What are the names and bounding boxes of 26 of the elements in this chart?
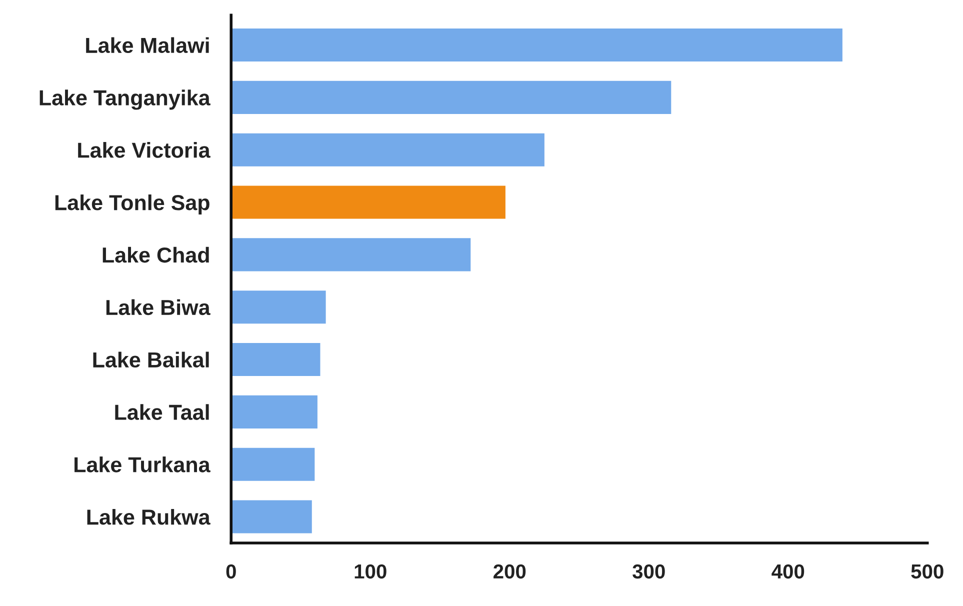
bar <box>231 395 318 428</box>
bar <box>231 28 842 62</box>
x-tick-label: 400 <box>772 564 804 579</box>
y-tick-label: Lake Biwa <box>106 299 210 316</box>
bar <box>231 500 312 534</box>
y-tick-label: Lake Tonle Sap <box>55 194 210 215</box>
x-tick-label: 300 <box>632 564 665 579</box>
x-tick-label: 200 <box>494 564 526 579</box>
y-tick-label: Lake Rukwa <box>87 508 210 525</box>
bar <box>231 238 471 272</box>
y-tick-label: Lake Victoria <box>78 142 210 158</box>
bar <box>231 448 315 481</box>
y-tick-label: Lake Baikal <box>93 352 209 368</box>
bar <box>231 290 326 324</box>
y-tick-label: Lake Taal <box>115 404 209 420</box>
bar <box>231 80 672 114</box>
bar <box>231 343 320 376</box>
y-tick-label: Lake Tanganyika <box>40 90 210 110</box>
y-tick-label: Lake Turkana <box>74 456 210 472</box>
y-tick-label: Lake Malawi <box>86 37 209 54</box>
bar <box>231 186 506 219</box>
y-tick-label: Lake Chad <box>102 246 209 263</box>
x-tick-label: 100 <box>354 564 386 579</box>
x-tick-label: 500 <box>911 564 944 579</box>
bar <box>231 133 544 166</box>
x-tick-label: 0 <box>226 564 236 579</box>
